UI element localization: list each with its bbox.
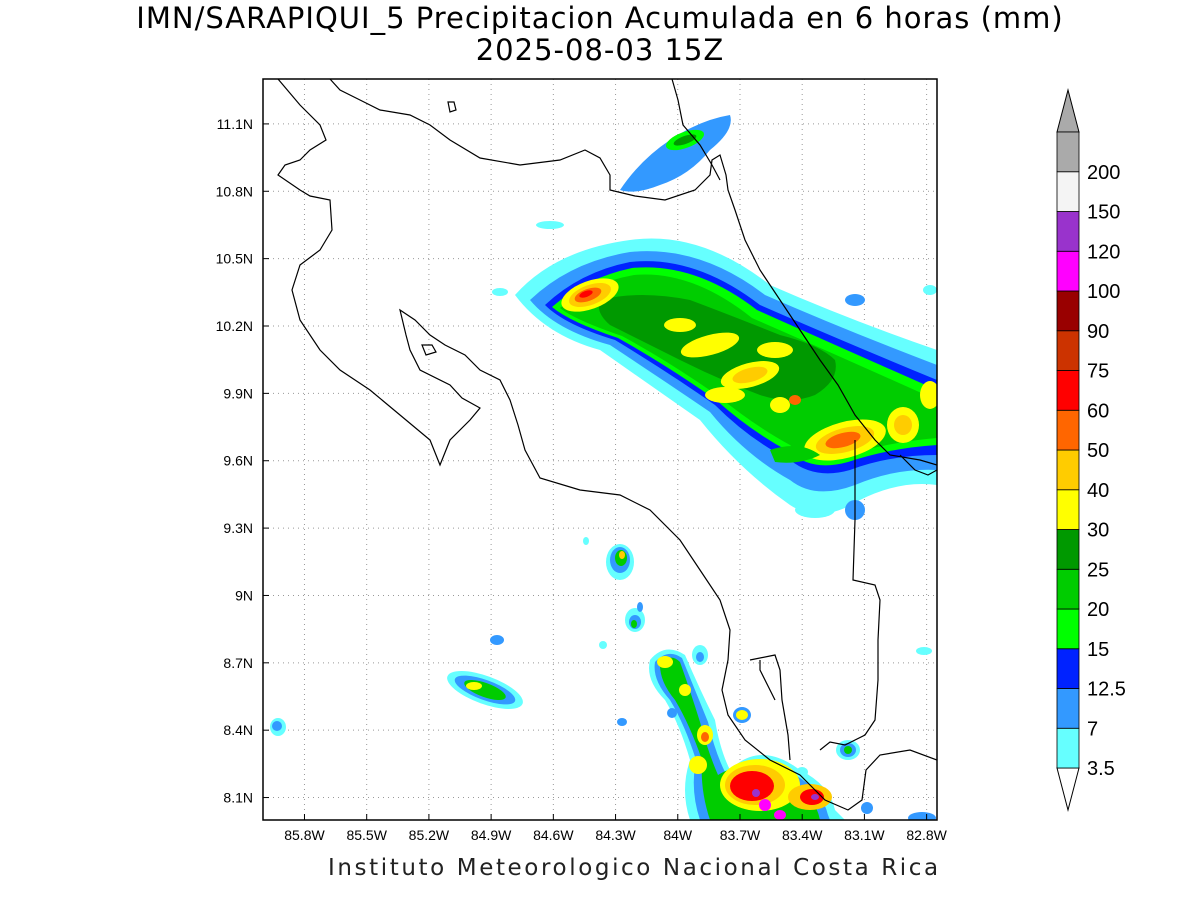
lon-tick-label: 84.3W	[595, 827, 636, 843]
colorbar-over-arrow	[1056, 88, 1080, 133]
rain-band-north	[515, 238, 937, 514]
footer-credit: Instituto Meteorologico Nacional Costa R…	[328, 855, 941, 881]
colorbar-swatch	[1056, 529, 1080, 570]
colorbar-swatch	[1056, 409, 1080, 451]
colorbar-label: 200	[1087, 162, 1120, 184]
map-axes: 85.8W 85.5W 85.2W 84.9W 84.6W 84.3W 84W 83.7W 83…	[216, 116, 948, 843]
colorbar-label: 20	[1087, 599, 1109, 621]
colorbar-label: 30	[1087, 520, 1109, 542]
colorbar-swatch	[1056, 608, 1080, 650]
colorbar-label: 25	[1087, 559, 1109, 581]
lat-tick-label: 8.4N	[223, 722, 253, 738]
lon-tick-label: 83.1W	[844, 827, 885, 843]
colorbar-swatch	[1056, 290, 1080, 332]
lat-tick-label: 10.2N	[216, 318, 253, 334]
colorbar-label: 7	[1087, 718, 1098, 740]
lat-tick-label: 9.9N	[223, 385, 253, 401]
lat-tick-label: 9N	[235, 587, 253, 603]
colorbar-label: 75	[1087, 361, 1109, 383]
lon-tick-label: 84.9W	[471, 827, 512, 843]
colorbar-swatch	[1056, 648, 1080, 689]
lon-tick-label: 85.8W	[284, 827, 325, 843]
colorbar-label: 40	[1087, 480, 1109, 502]
colorbar-swatch	[1056, 131, 1080, 173]
colorbar-swatch	[1056, 211, 1080, 252]
colorbar-swatch	[1056, 489, 1080, 530]
lat-tick-label: 10.8N	[216, 183, 253, 199]
lon-tick-label: 83.4W	[782, 827, 823, 843]
colorbar-swatch	[1056, 250, 1080, 292]
colorbar-swatch	[1056, 449, 1080, 491]
colorbar-swatch	[1056, 171, 1080, 212]
rain-cells-northeast	[492, 115, 937, 520]
lat-tick-label: 8.1N	[223, 790, 253, 806]
colorbar-swatch	[1056, 568, 1080, 610]
colorbar-swatch	[1056, 727, 1080, 769]
colorbar-label: 120	[1087, 241, 1120, 263]
lon-tick-label: 85.5W	[346, 827, 387, 843]
colorbar-under-arrow	[1056, 767, 1080, 812]
lat-tick-label: 8.7N	[223, 655, 253, 671]
colorbar-label: 150	[1087, 202, 1120, 224]
colorbar-label: 60	[1087, 400, 1109, 422]
colorbar-label: 100	[1087, 281, 1120, 303]
colorbar-swatch	[1056, 370, 1080, 411]
lon-tick-label: 84W	[663, 827, 693, 843]
map-datetime: 2025-08-03 15Z	[475, 33, 725, 67]
coastlines	[277, 79, 937, 811]
lat-tick-label: 9.3N	[223, 520, 253, 536]
lon-tick-label: 84.6W	[533, 827, 574, 843]
rain-field	[270, 115, 937, 820]
lat-tick-label: 10.5N	[216, 251, 253, 267]
colorbar-label: 15	[1087, 639, 1109, 661]
lon-tick-label: 83.7W	[720, 827, 761, 843]
map-frame	[262, 78, 938, 821]
colorbar-label: 12.5	[1087, 679, 1126, 701]
colorbar: 3.5 7 12.5 15 20 25 30 40 50 60 75 90 100 120 150 200	[1056, 88, 1126, 812]
colorbar-swatch	[1056, 330, 1080, 371]
colorbar-swatch	[1056, 688, 1080, 729]
rain-cells-south	[270, 537, 936, 820]
lon-tick-label: 85.2W	[409, 827, 450, 843]
colorbar-label: 50	[1087, 440, 1109, 462]
colorbar-label: 3.5	[1087, 758, 1115, 780]
lat-tick-label: 11.1N	[217, 116, 253, 132]
map-title: IMN/SARAPIQUI_5 Precipitacion Acumulada …	[136, 1, 1064, 35]
lon-tick-label: 82.8W	[906, 827, 947, 843]
lat-tick-label: 9.6N	[223, 453, 253, 469]
colorbar-label: 90	[1087, 321, 1109, 343]
